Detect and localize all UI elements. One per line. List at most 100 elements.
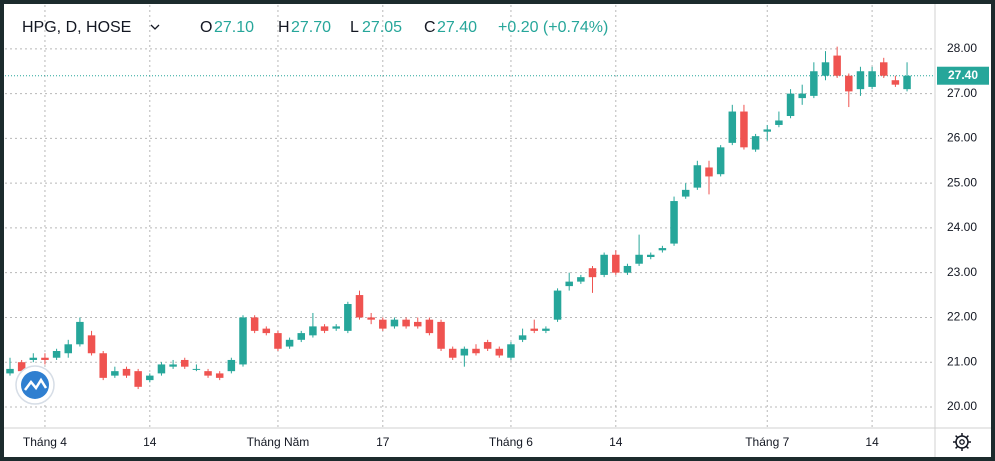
candle-body [705,167,713,177]
candle-body [204,371,212,376]
candle-body [635,254,643,264]
candle-body [542,328,550,331]
candle [297,330,305,343]
x-tick-label: 14 [143,435,157,449]
candle [635,234,643,266]
candle-body [693,165,702,188]
candle-body [122,368,131,376]
candle [577,274,585,284]
candle [390,317,399,329]
candle-body [355,295,364,318]
candle [192,364,201,372]
candle-body [880,62,888,76]
candle [250,315,259,334]
symbol-chevron [150,24,160,30]
candle [355,290,364,320]
candle [542,326,550,334]
candle-body [6,368,14,374]
candle [880,57,888,78]
last-price-tag [937,66,989,85]
legend: HPG, D, HOSE O 27.10 H 27.70 L 27.05 C 27.40 +0.2… [22,19,608,36]
candle [367,312,375,325]
ohlc-value: 27.10 [214,19,254,36]
last-price-label: 27.40 [948,68,978,82]
chart-background [4,4,991,457]
candle-body [134,371,142,387]
candle-body [29,357,38,360]
candle-body [181,359,189,367]
plot-area [5,5,935,428]
candle-body [600,254,608,275]
candle [565,272,573,291]
candle [122,366,131,378]
candle-body [845,75,853,92]
candle-body [647,254,655,258]
candle-body [530,328,538,331]
candle [903,62,911,92]
candle [647,252,655,260]
candle [99,351,107,381]
candle [87,330,96,356]
candle [856,66,865,96]
candle-body [379,319,387,329]
candle-body [41,357,49,360]
candle [483,339,492,352]
candle-body [64,344,72,354]
candle [553,288,562,322]
x-tick-label: Tháng 6 [489,435,533,449]
candle-body [658,248,667,251]
candle-body [623,265,632,273]
candle [425,317,434,336]
candle-body [250,317,259,331]
candle-body [297,333,305,340]
candle-body [425,319,434,334]
candle-body [437,321,445,349]
x-tick-label: 14 [609,435,623,449]
x-tick-label: Tháng 4 [23,435,67,449]
candle [332,324,340,331]
candle [437,319,445,352]
candle [204,368,212,378]
candle-body [810,71,818,96]
candle [76,317,84,347]
candle [472,344,480,356]
candle-body [856,71,865,90]
candle [612,250,620,275]
candle-body [728,111,737,143]
settings-icon[interactable] [953,433,971,451]
candle [41,353,49,365]
candle-body [891,80,900,85]
candle-body [495,348,504,356]
candle-body [192,368,201,370]
candle-body [821,62,830,76]
candle-body [215,373,224,378]
candle [344,301,352,334]
candle [623,263,632,275]
candle [868,66,876,90]
candle-body [763,129,771,132]
candle-body [460,348,469,356]
candle-body [868,71,876,87]
candle [588,265,597,293]
candle [134,368,142,390]
candle [845,73,853,108]
candle [763,124,771,141]
y-tick-label: 21.00 [947,354,977,368]
y-tick-label: 24.00 [947,220,977,234]
ohlc-value: 27.40 [437,19,477,36]
candle-body [332,326,340,329]
candle [670,196,678,246]
candle [274,330,282,352]
candle [181,357,189,369]
candle-body [87,335,96,354]
candle-body [390,319,399,327]
candle-body [309,326,317,336]
candle [111,366,119,378]
candle-body [344,304,352,331]
y-tick-label: 28.00 [947,41,977,55]
candle [146,373,154,383]
candle [448,346,457,360]
candle [285,337,294,349]
x-tick-label: Tháng Năm [247,435,310,449]
